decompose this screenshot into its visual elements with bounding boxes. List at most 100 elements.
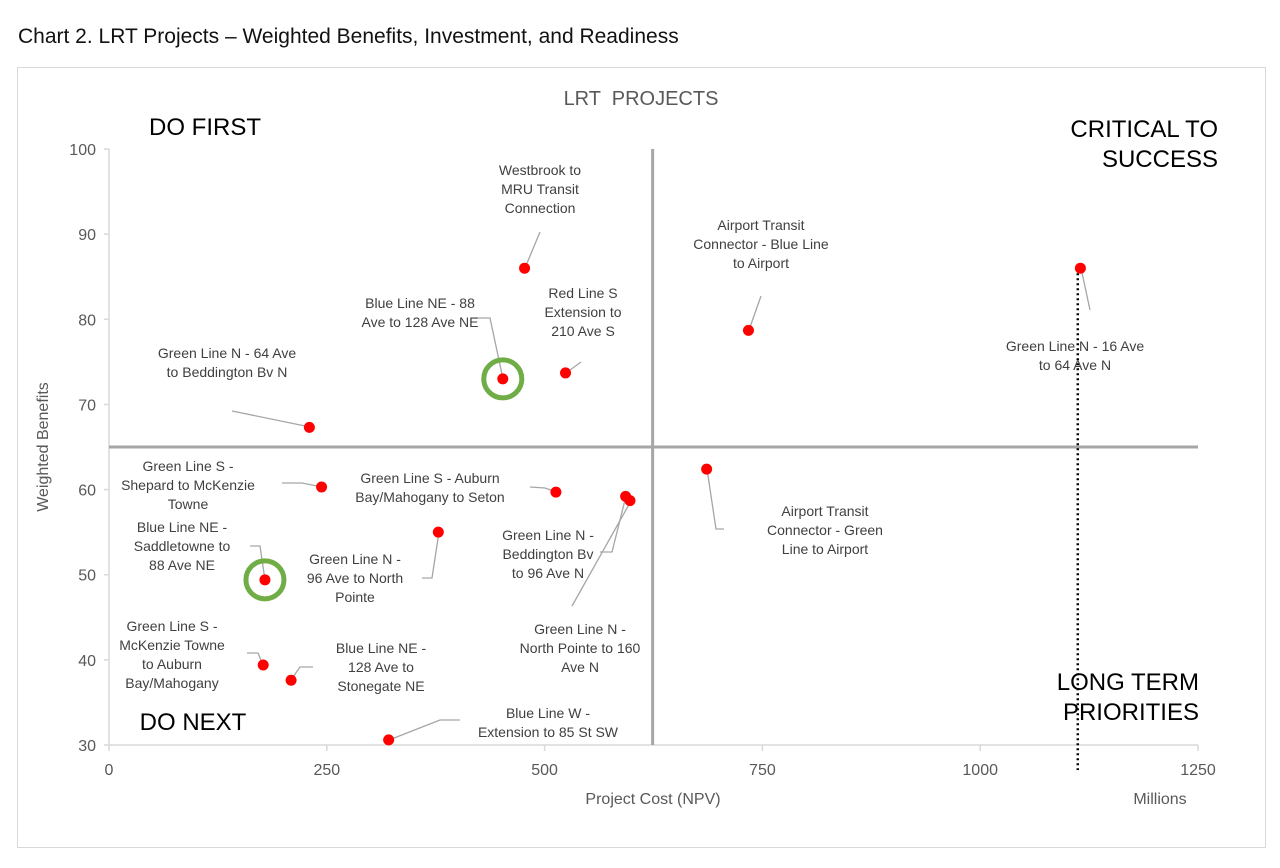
data-point — [257, 659, 269, 671]
y-tick-label: 50 — [78, 568, 96, 585]
data-label: Blue Line NE - Saddletowne to 88 Ave NE — [134, 519, 231, 573]
data-point — [259, 574, 271, 586]
y-axis-title: Weighted Benefits — [35, 382, 52, 512]
highlight-ring — [481, 357, 525, 401]
quadrant-label-line: DO FIRST — [149, 114, 261, 141]
data-label-line: 96 Ave to North — [307, 570, 403, 586]
quadrant-label-top-left: DO FIRST — [149, 114, 261, 141]
leader-line — [706, 468, 724, 530]
x-tick-label: 750 — [749, 762, 776, 779]
quadrant-label-line: SUCCESS — [1102, 146, 1218, 173]
data-label-line: Ave N — [561, 659, 599, 675]
data-label-line: Blue Line NE - — [137, 519, 228, 535]
quadrant-label-line: DO NEXT — [140, 709, 247, 736]
x-tick-label: 500 — [531, 762, 558, 779]
data-label-line: Ave to 128 Ave NE — [361, 314, 478, 330]
data-label: Airport Transit Connector - Blue Line to A… — [693, 217, 829, 271]
chart-frame — [17, 67, 1266, 848]
data-label: Green Line S - McKenzie Towne to Auburn Bay… — [119, 618, 225, 691]
data-label: Green Line S - Shepard to McKenzie Towne — [121, 458, 255, 512]
data-label-line: MRU Transit — [501, 181, 579, 197]
leader-line — [250, 545, 266, 581]
data-label-line: Green Line N - 64 Ave — [158, 345, 296, 361]
data-label-line: Green Line N - — [502, 527, 594, 543]
data-label-line: Green Line S - Auburn — [360, 470, 499, 486]
y-tick-label: 90 — [78, 227, 96, 244]
data-point — [519, 262, 531, 274]
x-tick-label: 250 — [313, 762, 340, 779]
y-tick-label: 60 — [78, 483, 96, 500]
x-tick-label: 1250 — [1180, 762, 1216, 779]
data-label-line: Green Line N - — [309, 551, 401, 567]
y-tick-label: 30 — [78, 738, 96, 755]
data-label-line: 210 Ave S — [551, 323, 615, 339]
data-point — [316, 481, 328, 493]
data-label-line: Extension to 85 St SW — [478, 724, 619, 740]
x-tick-label: 0 — [105, 762, 114, 779]
data-point — [303, 421, 315, 433]
quadrant-label-line: PRIORITIES — [1063, 699, 1199, 726]
data-label-line: Line to Airport — [782, 541, 868, 557]
data-label: Westbrook to MRU Transit Connection — [499, 162, 581, 216]
data-label-line: Blue Line NE - 88 — [365, 295, 475, 311]
leader-line — [282, 482, 323, 488]
data-label: Green Line N - 16 Ave to 64 Ave N — [1006, 338, 1144, 373]
y-tick-label: 40 — [78, 653, 96, 670]
data-label-line: Westbrook to — [499, 162, 581, 178]
data-point — [285, 674, 297, 686]
data-point — [383, 734, 395, 746]
data-label: Green Line S - Auburn Bay/Mahogany to Set… — [355, 470, 504, 505]
data-label: Green Line N - North Pointe to 160 Ave N — [520, 621, 641, 675]
data-label-line: 128 Ave to — [348, 659, 414, 675]
data-label-line: Green Line S - — [126, 618, 217, 634]
leader-line — [422, 531, 440, 579]
data-label-line: to Airport — [733, 255, 789, 271]
data-label-line: Bay/Mahogany — [125, 675, 218, 691]
data-label-line: North Pointe to 160 — [520, 640, 641, 656]
data-point — [701, 463, 713, 475]
data-label: Green Line N - Beddington Bv to 96 Ave N — [502, 527, 594, 581]
leader-line — [748, 295, 762, 331]
quadrant-label-line: CRITICAL TO — [1070, 116, 1218, 143]
data-label-line: Green Line S - — [142, 458, 233, 474]
leader-line — [600, 495, 627, 553]
data-label-line: Beddington Bv — [502, 546, 593, 562]
data-label-line: Saddletowne to — [134, 538, 231, 554]
data-point — [624, 495, 636, 507]
x-axis-unit-label: Millions — [1133, 791, 1186, 808]
data-point — [742, 324, 754, 336]
data-label-line: Stonegate NE — [337, 678, 424, 694]
leader-line — [524, 231, 541, 269]
data-label-line: Blue Line W - — [506, 705, 590, 721]
data-label: Green Line N - 96 Ave to North Pointe — [307, 551, 403, 605]
leader-line — [231, 410, 311, 428]
data-label-line: Connector - Blue Line — [693, 236, 829, 252]
data-label-line: Green Line N - — [534, 621, 626, 637]
data-label-line: Green Line N - 16 Ave — [1006, 338, 1144, 354]
x-tick-label: 1000 — [962, 762, 998, 779]
data-point — [550, 486, 562, 498]
data-label-line: Extension to — [544, 304, 621, 320]
highlight-ring — [243, 558, 287, 602]
data-label-line: Red Line S — [548, 285, 617, 301]
data-label-line: Pointe — [335, 589, 375, 605]
quadrant-label-line: LONG TERM — [1057, 669, 1199, 696]
y-tick-label: 100 — [69, 142, 96, 159]
data-label: Green Line N - 64 Ave to Beddington Bv N — [158, 345, 296, 380]
data-label-line: 88 Ave NE — [149, 557, 215, 573]
quadrant-label-top-right: CRITICAL TO SUCCESS — [1070, 116, 1218, 173]
data-point — [1074, 262, 1086, 274]
data-label-line: Connector - Green — [767, 522, 883, 538]
data-label-line: Airport Transit — [717, 217, 804, 233]
leader-line — [571, 500, 632, 607]
leader-line — [476, 317, 504, 380]
data-label: Airport Transit Connector - Green Line to … — [767, 503, 883, 557]
data-label-line: Airport Transit — [781, 503, 868, 519]
data-label-line: Shepard to McKenzie — [121, 477, 255, 493]
quadrant-label-bottom-right: LONG TERM PRIORITIES — [1057, 669, 1199, 726]
data-label: Red Line S Extension to 210 Ave S — [544, 285, 621, 339]
leader-line — [388, 719, 460, 741]
x-axis-title: Project Cost (NPV) — [585, 791, 720, 808]
y-tick-label: 80 — [78, 312, 96, 329]
data-label-line: to Auburn — [142, 656, 202, 672]
